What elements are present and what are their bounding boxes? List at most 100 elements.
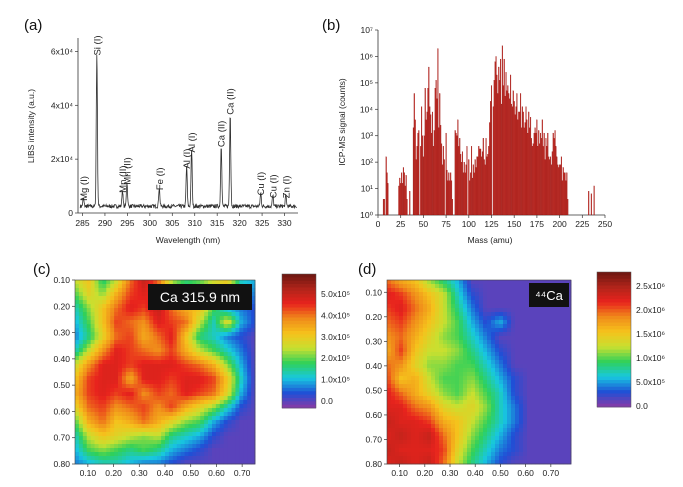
ca44-map-cell bbox=[515, 424, 520, 429]
ca-libs-map-cell bbox=[110, 396, 115, 401]
ca-libs-map-cell bbox=[125, 412, 131, 417]
ca44-map-cell bbox=[451, 412, 456, 417]
ca44-map-cell bbox=[511, 396, 516, 401]
ca44-map-cell bbox=[499, 312, 504, 317]
ca-libs-map-cell bbox=[211, 404, 217, 409]
ca44-map-cell bbox=[455, 316, 460, 321]
ca44-map-cell bbox=[547, 324, 552, 329]
ca-libs-map-cell bbox=[184, 400, 189, 405]
ca44-map-cell bbox=[423, 460, 428, 465]
ca44-map-cell bbox=[475, 288, 480, 293]
ca44-map-cell bbox=[427, 408, 432, 413]
ca-libs-map-cell bbox=[121, 360, 127, 365]
ca-libs-map-cell bbox=[75, 376, 80, 381]
ca44-map-cell bbox=[439, 324, 444, 329]
ca-libs-map-cell bbox=[227, 396, 232, 401]
ca44-map-cell bbox=[455, 396, 460, 401]
libs-spectrum-line bbox=[79, 54, 297, 210]
ca-libs-map-cell bbox=[231, 456, 236, 461]
ca-libs-map-cell bbox=[200, 312, 205, 317]
ca44-map-cell bbox=[563, 408, 568, 413]
ca44-map-cell bbox=[543, 448, 548, 453]
ca-libs-map-cell bbox=[75, 304, 80, 309]
ca-libs-map-cell bbox=[172, 384, 178, 389]
ca-libs-map-cell bbox=[121, 392, 127, 397]
icpms-bar bbox=[459, 138, 461, 216]
ca-libs-map-cell bbox=[161, 440, 166, 445]
ca44-map-cell bbox=[419, 392, 424, 397]
ca44-map-cell bbox=[503, 408, 508, 413]
ca-libs-map-cell bbox=[125, 360, 131, 365]
ca-libs-map-cell bbox=[184, 356, 189, 361]
ca44-map-cell bbox=[563, 456, 568, 461]
ca-libs-map-cell bbox=[145, 360, 150, 365]
ca44-map-cell bbox=[551, 460, 556, 465]
ca44-map-cell bbox=[515, 328, 520, 333]
ca44-map-cell bbox=[471, 448, 476, 453]
ca44-map-cell bbox=[551, 448, 556, 453]
ca44-map-cell bbox=[515, 344, 520, 349]
ca-libs-map-cell bbox=[227, 364, 232, 369]
ca-libs-map-cell bbox=[251, 284, 256, 289]
ca-libs-y-tick-label: 0.80 bbox=[53, 459, 70, 469]
ca44-map-cell bbox=[567, 300, 572, 305]
ca-libs-map-cell bbox=[184, 280, 189, 285]
ca44-map-cell bbox=[399, 288, 404, 293]
ca-libs-map-cell bbox=[188, 444, 193, 449]
ca44-map-cell bbox=[491, 340, 496, 345]
ca-libs-map-cell bbox=[196, 308, 201, 313]
ca44-map-cell bbox=[439, 432, 444, 437]
ca44-map-cell bbox=[479, 444, 484, 449]
ca-libs-map-cell bbox=[219, 332, 225, 337]
ca44-map-cell bbox=[431, 344, 436, 349]
ca-libs-map-cell bbox=[110, 456, 115, 461]
ca44-map-cell bbox=[419, 440, 424, 445]
ca-libs-map-cell bbox=[200, 340, 205, 345]
ca44-map-cell bbox=[427, 372, 432, 377]
ca44-map-cell bbox=[471, 432, 476, 437]
ca44-map-cell bbox=[411, 424, 416, 429]
ca-libs-colorbar-segment bbox=[282, 404, 316, 409]
ca-libs-map-cell bbox=[196, 440, 201, 445]
ca44-map-cell bbox=[451, 280, 456, 285]
ca-libs-map-cell bbox=[204, 412, 209, 417]
libs-y-axis-label: LIBS intensity (a.u.) bbox=[26, 89, 36, 163]
ca44-map-cell bbox=[479, 396, 484, 401]
ca-libs-map-cell bbox=[78, 460, 84, 465]
ca44-map-cell bbox=[443, 336, 448, 341]
ca-libs-map-cell bbox=[102, 364, 107, 369]
ca44-map-cell bbox=[395, 336, 400, 341]
ca44-map-cell bbox=[491, 356, 496, 361]
ca-libs-map-cell bbox=[153, 376, 158, 381]
ca44-map-cell bbox=[391, 448, 396, 453]
ca44-map-cell bbox=[499, 380, 504, 385]
ca44-map-cell bbox=[499, 316, 504, 321]
ca44-map-cell bbox=[555, 452, 560, 457]
ca44-map-cell bbox=[471, 444, 476, 449]
ca44-map-cell bbox=[555, 368, 560, 373]
ca-libs-map-cell bbox=[137, 308, 142, 313]
ca-libs-map-cell bbox=[208, 316, 213, 321]
ca-libs-map-cell bbox=[141, 340, 146, 345]
ca44-map-cell bbox=[551, 312, 556, 317]
ca44-map-cell bbox=[451, 324, 456, 329]
ca-libs-map-cell bbox=[129, 456, 135, 461]
ca44-map-cell bbox=[515, 360, 520, 365]
ca44-map-cell bbox=[411, 448, 416, 453]
ca-libs-map-cell bbox=[145, 404, 150, 409]
ca-libs-map-cell bbox=[188, 428, 193, 433]
ca-libs-map-cell bbox=[227, 336, 232, 341]
ca44-map-cell bbox=[479, 288, 484, 293]
ca-libs-map-cell bbox=[223, 320, 229, 325]
icpms-bar bbox=[518, 111, 520, 216]
ca44-map-cell bbox=[451, 364, 456, 369]
ca-libs-map-cell bbox=[78, 380, 84, 385]
ca-libs-map-cell bbox=[161, 368, 166, 373]
ca-libs-map-cell bbox=[78, 452, 84, 457]
ca44-map-cell bbox=[479, 392, 484, 397]
ca44-map-cell bbox=[463, 288, 468, 293]
ca-libs-map-cell bbox=[196, 352, 201, 357]
icpms-x-tick-label: 250 bbox=[598, 219, 612, 229]
ca44-map-cell bbox=[467, 372, 472, 377]
icpms-bar bbox=[588, 191, 590, 216]
